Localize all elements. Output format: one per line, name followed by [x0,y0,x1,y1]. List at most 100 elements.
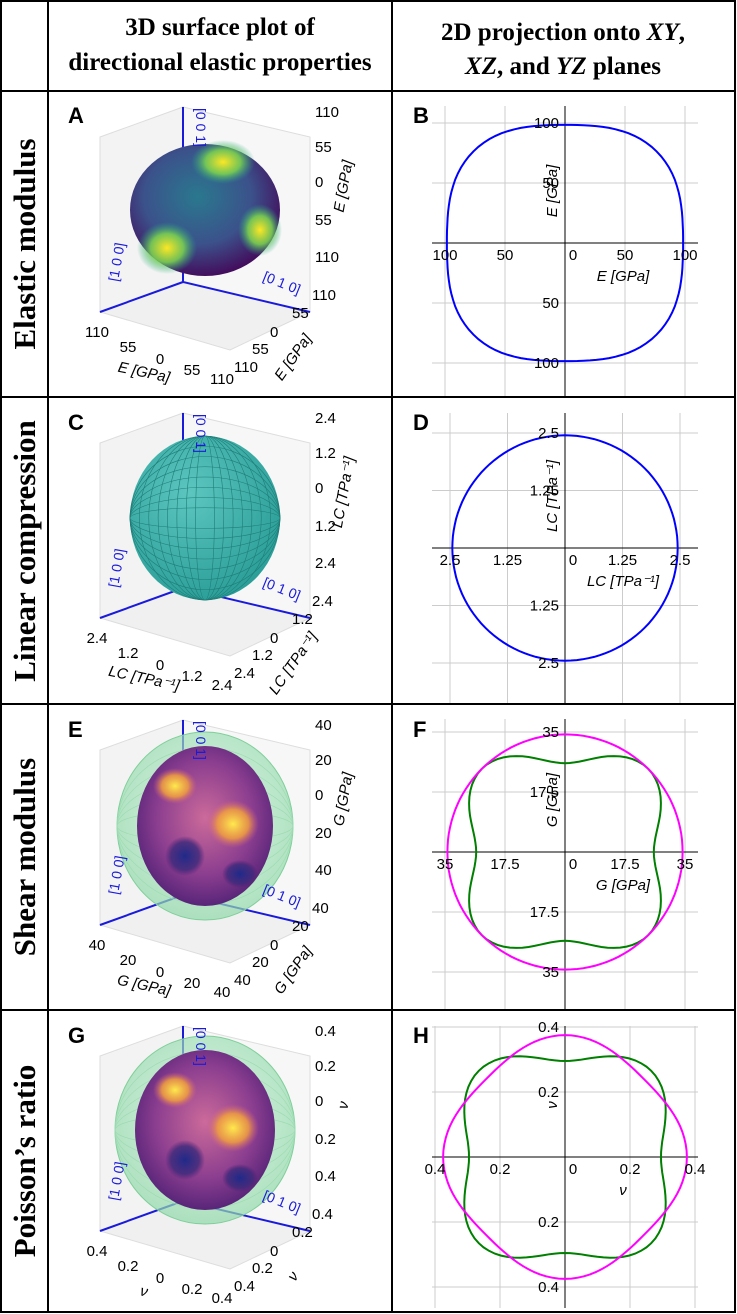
header-col2-xz: XZ [464,53,497,80]
z-tick-label: 2.4 [315,555,336,572]
panel-label-h: H [413,1023,429,1048]
z-tick-label: 0 [315,480,323,497]
z-axis-label: LC [TPa⁻¹] [329,454,358,529]
x-axis-label: ν [619,1182,627,1199]
x-tick-label: 17.5 [490,856,519,873]
x-tick-label: 110 [85,324,109,341]
z-axis-label: ν [335,1100,353,1111]
y-axis-label: LC [TPa⁻¹] [544,459,561,532]
y-tick-label: 55 [292,305,309,322]
surface-highlight [207,800,259,848]
header-col1-line2: directional elastic properties [68,49,371,76]
row-label-poissons-ratio: Poisson’s ratio [7,1065,42,1258]
projection-curve-1 [463,1055,667,1259]
y-tick-label: 110 [234,359,258,376]
x-tick-label: 0.2 [182,1281,203,1298]
z-tick-label: 0 [315,787,323,804]
panel-f-2d-projection: 35 17.5 0 17.5 35 35 17.5 17.5 35 G [GPa] G [GPa] [432,719,698,1009]
surface-dark-patch [165,1140,205,1180]
panel-label-g: G [68,1023,85,1048]
projection-curve-2 [446,733,684,971]
x-tick-label: 0 [156,1270,164,1287]
surface-highlight [238,204,282,256]
z-tick-label: 1.2 [315,518,336,535]
x-tick-label: 20 [120,952,137,969]
surface-highlight [207,1104,259,1152]
header: 3D surface plot of directional elastic p… [68,14,685,80]
row-labels: Elastic modulus Linear compression Shear… [7,138,42,1257]
z-tick-label: 0 [315,1093,323,1110]
y-tick-label: 0.4 [312,1206,333,1223]
x-tick-label: 40 [214,984,231,1001]
header-col2-text-a: 2D projection onto [441,19,647,46]
panel-b-2d-projection: 100 50 0 50 100 100 50 50 100 E [GPa] E [GPa] [432,106,698,396]
y-tick-label: 0.2 [252,1260,273,1277]
x-tick-label: 100 [432,247,457,264]
x-axis-label: LC [TPa⁻¹] [587,573,660,590]
projection-curve-2 [442,1034,688,1280]
z-tick-label: 0 [315,174,323,191]
x-tick-label: 0 [156,964,164,981]
x-tick-label: 0 [569,552,577,569]
y-tick-label: 35 [542,724,559,741]
surface-dark-patch [222,1164,258,1192]
y-tick-label: 100 [534,115,559,132]
z-tick-label: 40 [315,717,332,734]
z-tick-label: 110 [315,249,339,266]
miller-label-001: [0 0 1] [193,721,209,760]
x-tick-label: 1.2 [182,668,203,685]
x-tick-label: 1.25 [608,552,637,569]
x-axis-label: ν [139,1283,150,1301]
y-tick-label: 1.2 [252,647,273,664]
y-tick-label: 0 [270,1243,278,1260]
projection-curve-1 [445,123,685,363]
x-tick-label: 0.4 [425,1161,446,1178]
x-tick-label: 2.4 [87,630,108,647]
surface-highlight [153,1072,197,1108]
miller-label-001: [0 0 1] [193,108,209,147]
header-col2-comma: , [679,19,685,46]
y-axis-label: ν [544,1101,561,1109]
mesh-latitude [129,445,281,591]
miller-label-100: [1 0 0] [105,547,128,588]
z-tick-label: 0.4 [315,1168,336,1185]
z-tick-label: 0.4 [315,1023,336,1040]
surface-body [130,436,280,600]
y-tick-label: 1.2 [292,611,313,628]
y-tick-label: 1.25 [530,598,559,615]
x-tick-label: 40 [89,937,106,954]
header-col2-line2: XZ, and YZ planes [464,53,661,80]
x-tick-label: 2.4 [212,677,233,694]
surface-highlight [137,222,197,274]
panel-label-e: E [68,717,83,742]
y-tick-label: 1.25 [530,483,559,500]
miller-label-100: [1 0 0] [105,241,128,282]
y-tick-label: 35 [542,964,559,981]
x-tick-label: 50 [617,247,634,264]
miller-label-100: [1 0 0] [105,1160,128,1201]
surface-dark-patch [222,860,258,888]
y-tick-label: 0.2 [292,1224,313,1241]
y-tick-label: 2.4 [234,665,255,682]
x-tick-label: 0 [569,1161,577,1178]
y-tick-label: 0 [270,937,278,954]
y-tick-label: 50 [542,175,559,192]
panel-g-3d-surface: [0 0 1][0 1 0][1 0 0]0.40.200.20.4ν0.40.… [87,1023,353,1307]
y-tick-label: 0.4 [234,1278,255,1295]
y-tick-label: 0.2 [538,1084,559,1101]
miller-label-001: [0 0 1] [193,414,209,453]
z-tick-label: 55 [315,212,332,229]
x-tick-label: 100 [672,247,697,264]
z-tick-label: 110 [315,104,339,121]
y-axis-label: E [GPa] [544,164,561,217]
z-axis-label: E [GPa] [331,158,357,213]
y-tick-label: 40 [312,900,329,917]
z-tick-label: 2.4 [315,410,336,427]
panel-c-3d-surface: [0 0 1][0 1 0][1 0 0]2.41.201.22.4LC [TP… [87,410,359,698]
z-axis-label: G [GPa] [330,770,356,827]
y-axis-label: ν [284,1268,303,1284]
header-col1-line1: 3D surface plot of [125,14,315,41]
x-tick-label: 0 [569,856,577,873]
panel-label-a: A [68,103,84,128]
